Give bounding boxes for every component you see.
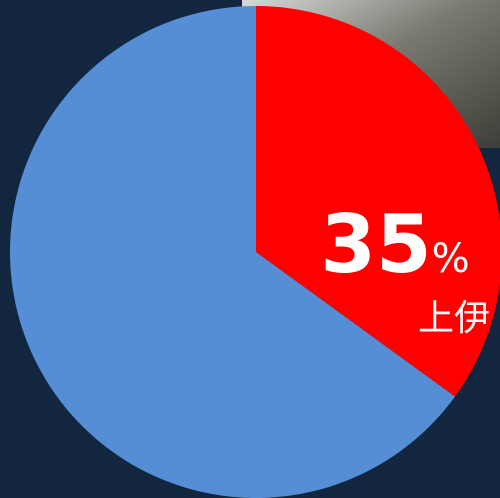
- pie: [9, 6, 500, 498]
- annotation: 上伊: [418, 298, 490, 339]
- value-label: 35%: [320, 198, 469, 291]
- value-label-unit: %: [432, 236, 470, 282]
- pie-slice: [256, 6, 500, 397]
- pie-slice: [9, 6, 456, 498]
- value-label-number: 35: [320, 198, 431, 291]
